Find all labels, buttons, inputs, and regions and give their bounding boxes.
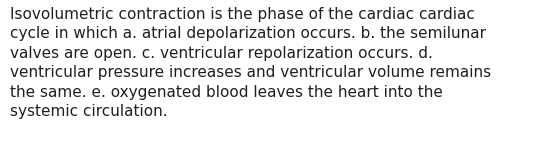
Text: Isovolumetric contraction is the phase of the cardiac cardiac
cycle in which a. : Isovolumetric contraction is the phase o… — [10, 7, 491, 119]
